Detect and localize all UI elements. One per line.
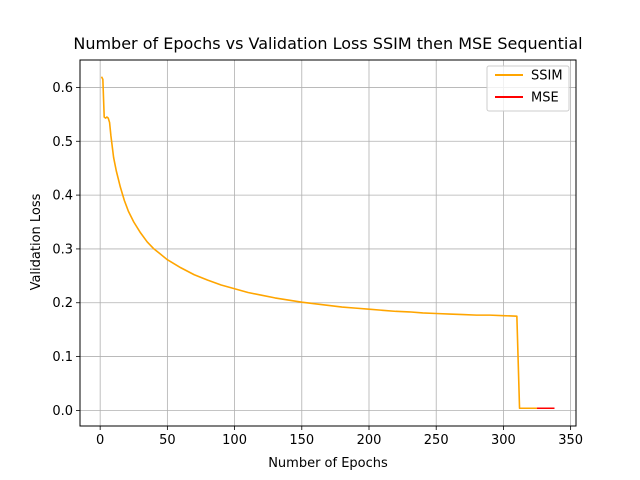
- x-tick-label: 100: [222, 433, 247, 448]
- series-line-ssim: [100, 76, 538, 410]
- y-tick-label: 0.1: [52, 350, 73, 365]
- x-tick-label: 300: [491, 433, 516, 448]
- y-tick-label: 0.0: [52, 404, 73, 419]
- y-tick-label: 0.5: [52, 135, 73, 150]
- y-axis-ticks: 0.0 0.1 0.2 0.3 0.4 0.5 0.6: [52, 81, 80, 419]
- chart-title: Number of Epochs vs Validation Loss SSIM…: [73, 34, 582, 53]
- x-tick-label: 250: [424, 433, 449, 448]
- y-tick-label: 0.4: [52, 189, 73, 204]
- legend-label-ssim: SSIM: [531, 69, 563, 84]
- grid: [80, 60, 576, 426]
- x-axis-ticks: 0 50 100 150 200 250 300 350: [96, 426, 583, 448]
- legend-box: [486, 65, 570, 112]
- legend: SSIM MSE: [486, 65, 570, 112]
- legend-label-mse: MSE: [531, 91, 559, 106]
- y-tick-label: 0.6: [52, 81, 73, 96]
- y-tick-label: 0.2: [52, 296, 73, 311]
- x-tick-label: 350: [558, 433, 583, 448]
- x-tick-label: 0: [96, 433, 104, 448]
- y-tick-label: 0.3: [52, 242, 73, 257]
- series-layer: [100, 76, 555, 410]
- x-tick-label: 200: [357, 433, 382, 448]
- x-axis-label: Number of Epochs: [268, 456, 388, 471]
- x-tick-label: 50: [159, 433, 176, 448]
- y-axis-label: Validation Loss: [29, 193, 44, 290]
- x-tick-label: 150: [289, 433, 314, 448]
- plot-frame: [79, 59, 577, 427]
